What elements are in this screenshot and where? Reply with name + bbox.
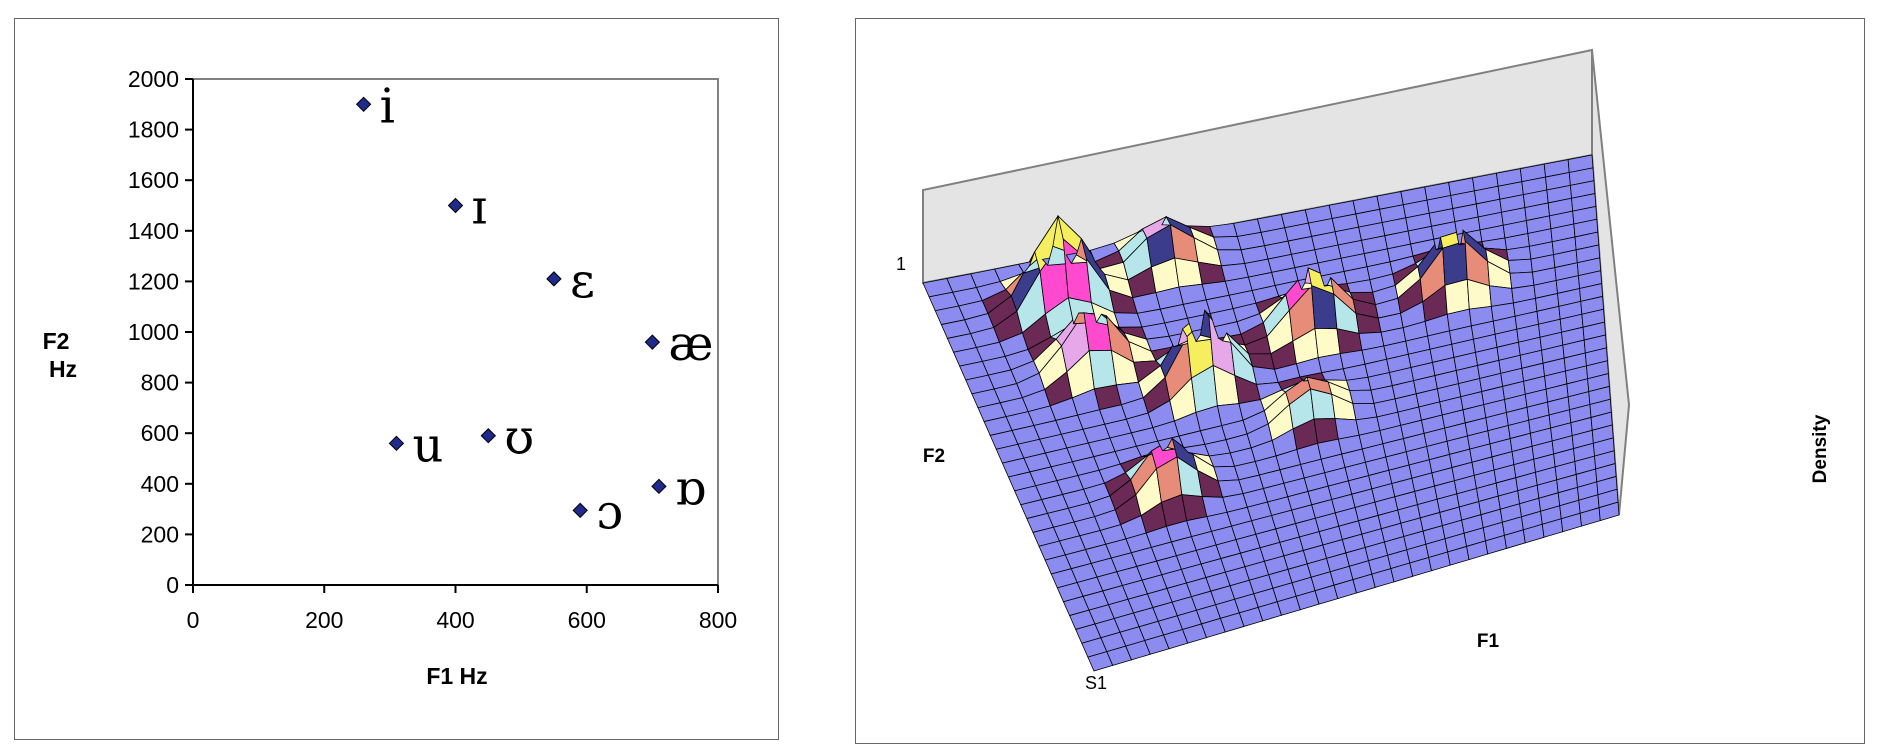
- y-tick-label: 1600: [128, 167, 179, 193]
- x-tick-label: 800: [699, 607, 737, 633]
- data-point-marker: [572, 502, 588, 519]
- scatter-chart: 0 200 400 600 800 1000 1200 1400 1600 1800 2000 0 2…: [43, 66, 738, 689]
- vowel-point-label: i: [380, 78, 395, 134]
- vowel-point-label: ɔ: [596, 484, 623, 540]
- data-point-marker: [546, 271, 562, 287]
- density-axis-label: Density: [1810, 414, 1831, 483]
- x-axis-label: F1 Hz: [426, 663, 487, 689]
- surface-cell: [1314, 327, 1341, 359]
- data-point-marker: [480, 428, 497, 444]
- vowel-point-label: ʊ: [504, 410, 534, 466]
- surface-cell: [1507, 258, 1533, 274]
- x-tick-label: 600: [568, 607, 606, 633]
- scatter-chart-panel: 0 200 400 600 800 1000 1200 1400 1600 1800 2000 0 2…: [14, 18, 779, 740]
- y-tick-label: 400: [141, 471, 179, 497]
- data-point-marker: [447, 197, 464, 214]
- data-point-marker: [355, 96, 372, 113]
- x-tick-label: 200: [305, 607, 343, 633]
- x-tick-label: 400: [436, 607, 474, 633]
- vowel-point-label: ɪ: [472, 180, 487, 236]
- y-tick-label: 600: [141, 420, 179, 446]
- surface-cell: [1349, 389, 1375, 404]
- y-tick-label: 800: [141, 370, 179, 396]
- y-tick-label: 1800: [128, 117, 179, 143]
- y-tick-label: 0: [166, 572, 179, 598]
- y-tick-label: 2000: [128, 66, 179, 92]
- f1-axis-label: F1: [1477, 631, 1500, 652]
- y-axis-label-line2: Hz: [49, 356, 77, 382]
- y-tick-label: 1000: [128, 319, 179, 345]
- surface-cell: [1444, 278, 1470, 315]
- y-tick-label: 200: [141, 521, 179, 547]
- surface-chart-panel: 1 S1 F2 F1 Density: [855, 18, 1865, 744]
- data-point-marker: [651, 478, 667, 495]
- vowel-point-label: ɒ: [675, 460, 706, 516]
- s-corner-label: S1: [1085, 673, 1107, 693]
- data-point-marker: [644, 334, 661, 350]
- surface-chart: 1 S1 F2 F1 Density: [896, 48, 1831, 693]
- y-tick-label: 1200: [128, 268, 179, 294]
- plot-area-frame: [192, 78, 719, 586]
- surface-cell: [1217, 249, 1246, 267]
- data-point-marker: [388, 435, 405, 452]
- x-tick-label: 0: [187, 607, 200, 633]
- f2-axis-label: F2: [923, 446, 945, 467]
- y-tick-label: 1400: [128, 218, 179, 244]
- vowel-point-label: æ: [668, 316, 713, 372]
- surface-cell: [1213, 236, 1242, 251]
- vowel-point-label: u: [412, 417, 443, 473]
- z-corner-label: 1: [896, 254, 906, 274]
- surface-cell: [1442, 240, 1468, 286]
- y-axis-label-line1: F2: [43, 328, 70, 354]
- surface-cell: [1598, 501, 1620, 522]
- vowel-point-label: ɛ: [570, 253, 595, 309]
